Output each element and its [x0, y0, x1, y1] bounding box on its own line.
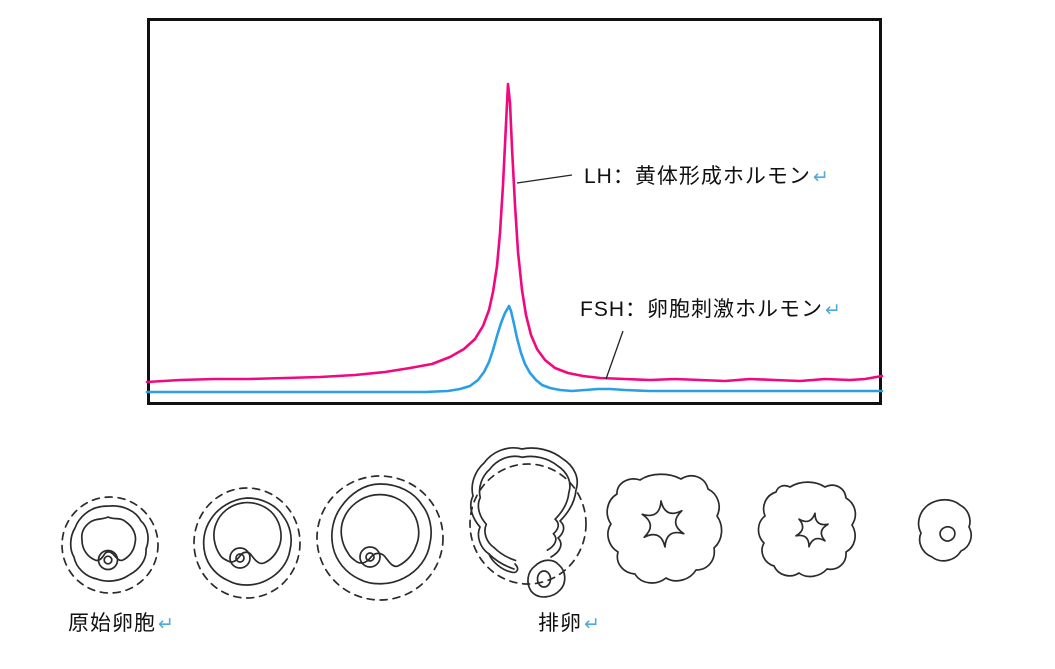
theca-dashed-circle: [62, 497, 158, 593]
oocyte: [360, 547, 380, 567]
corpus-albicans-core: [940, 527, 955, 541]
lh-curve: [147, 84, 882, 382]
fsh-curve-label: FSH：卵胞刺激ホルモン ↵: [580, 297, 842, 323]
return-mark-icon: ↵: [584, 614, 601, 635]
return-mark-icon: ↵: [812, 167, 830, 188]
ruptured-follicle-wall-outer: [471, 448, 577, 569]
primordial-follicle-label: 原始卵胞 ↵: [68, 611, 175, 637]
corpus-luteum-core: [642, 501, 684, 547]
return-mark-icon: ↵: [158, 614, 175, 635]
granulosa-layer: [82, 517, 136, 561]
follicle-stage-1: [62, 497, 158, 593]
hormone-chart-frame: [149, 20, 881, 404]
released-oocyte-nucleus: [538, 571, 551, 587]
oocyte-nucleus: [236, 554, 244, 562]
lh-curve-label-text: LH：黄体形成ホルモン: [584, 165, 811, 188]
lh-pointer-line: [517, 175, 572, 183]
oocyte: [230, 548, 250, 568]
oocyte-nucleus: [366, 553, 374, 561]
wall-flap: [489, 554, 518, 572]
ruptured-follicle-wall-inner: [478, 456, 570, 560]
ovulation-label-text: 排卵: [538, 612, 582, 635]
lh-curve-label: LH：黄体形成ホルモン ↵: [584, 164, 830, 190]
follicle-wall: [332, 484, 431, 584]
theca-dashed-circle: [317, 476, 443, 600]
granulosa-layer: [214, 503, 281, 564]
follicle-wall: [204, 498, 292, 585]
fsh-pointer-line: [606, 331, 623, 379]
oocyte: [99, 551, 118, 570]
granulosa-layer: [341, 495, 419, 567]
return-mark-icon: ↵: [825, 300, 842, 321]
released-oocyte: [528, 560, 565, 597]
ovulation-label: 排卵 ↵: [538, 611, 601, 637]
follicle-stage-3: [317, 476, 443, 600]
follicle-stage-2: [194, 488, 300, 598]
theca-dashed-circle: [194, 488, 300, 598]
oocyte-nucleus: [104, 556, 112, 564]
theca-dashed-circle: [470, 464, 586, 584]
fsh-curve: [147, 306, 882, 392]
fsh-curve-label-text: FSH：卵胞刺激ホルモン: [580, 298, 823, 321]
follicle-stage-7-corpus-albicans: [919, 500, 972, 561]
follicle-stage-6-corpus-luteum: [758, 482, 855, 576]
primordial-follicle-label-text: 原始卵胞: [68, 612, 156, 635]
follicle-wall: [71, 506, 148, 581]
corpus-luteum-body: [758, 482, 855, 576]
follicle-stage-5-corpus-luteum: [607, 474, 721, 583]
corpus-luteum-core: [796, 513, 828, 546]
corpus-luteum-body: [607, 474, 721, 583]
corpus-albicans-body: [919, 500, 972, 561]
follicle-stage-4-ovulation: [470, 448, 586, 597]
